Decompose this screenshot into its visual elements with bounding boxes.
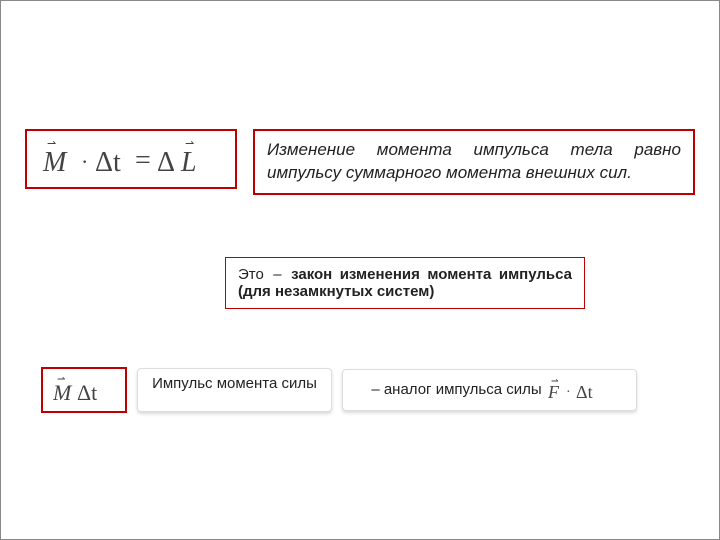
definition-text: Изменение момента импульса тела равно им… <box>253 129 695 195</box>
svg-text:F: F <box>548 382 560 402</box>
svg-text:L: L <box>180 147 197 178</box>
main-formula: ⇀ M · Δt = Δ ⇀ L <box>41 137 221 181</box>
analog-label: – аналог импульса силы <box>371 381 541 399</box>
svg-text:=: = <box>135 145 151 176</box>
analog-pill: – аналог импульса силы ⇀ F · Δt <box>342 369 637 411</box>
svg-text:M: M <box>53 380 73 405</box>
svg-text:·: · <box>81 149 88 174</box>
law-prefix: Это <box>238 266 264 283</box>
law-dash: – <box>271 266 283 283</box>
impulse-moment-pill: Импульс момента силы <box>137 368 332 412</box>
svg-text:Δ: Δ <box>157 147 175 178</box>
row-definition: ⇀ M · Δt = Δ ⇀ L Изменение момента импул… <box>25 129 695 195</box>
impulse-moment-label: Импульс момента силы <box>152 375 317 392</box>
svg-text:Δt: Δt <box>77 380 97 405</box>
svg-text:Δt: Δt <box>95 147 121 178</box>
law-box: Это – закон изменения момента импульса (… <box>225 257 585 309</box>
svg-text:Δt: Δt <box>576 382 593 402</box>
svg-text:·: · <box>566 385 571 400</box>
law-bold: закон изменения момента импульса (для не… <box>238 266 572 300</box>
inline-formula: ⇀ F · Δt <box>548 376 608 404</box>
row-impulse: ⇀ M Δt Импульс момента силы – аналог имп… <box>41 367 695 413</box>
svg-text:M: M <box>42 147 68 178</box>
small-formula: ⇀ M Δt <box>53 373 115 407</box>
slide: ⇀ M · Δt = Δ ⇀ L Изменение момента импул… <box>1 1 719 539</box>
small-formula-box: ⇀ M Δt <box>41 367 127 413</box>
main-formula-box: ⇀ M · Δt = Δ ⇀ L <box>25 129 237 189</box>
